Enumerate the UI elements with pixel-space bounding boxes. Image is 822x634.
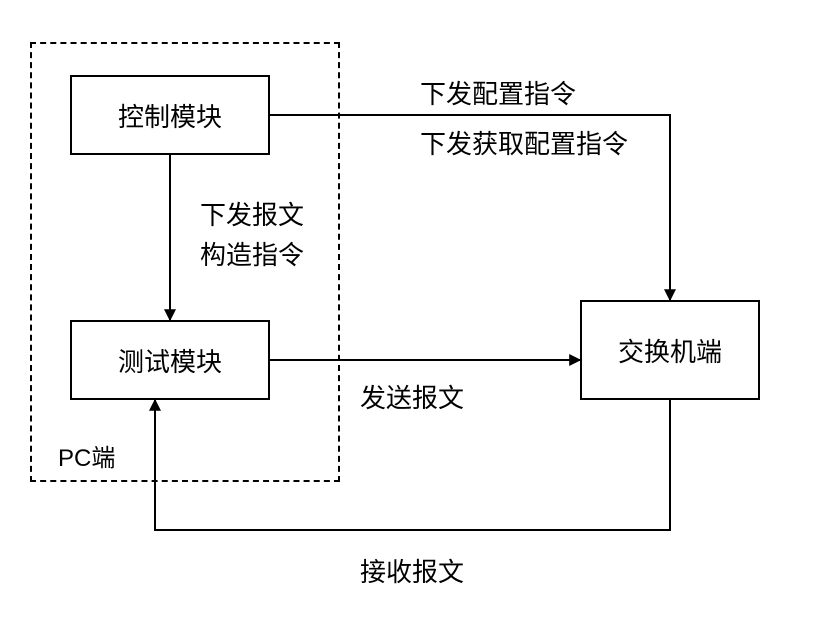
edge-label-e1-1: 下发获取配置指令	[420, 124, 628, 161]
region-label-pc: PC端	[58, 438, 115, 473]
edge-label-e2-1: 构造指令	[200, 235, 304, 272]
node-label-control: 控制模块	[118, 97, 222, 134]
edge-label-e4-0: 接收报文	[360, 552, 464, 589]
edge-label-e2-0: 下发报文	[200, 195, 304, 232]
node-label-switch: 交换机端	[618, 332, 722, 369]
node-control: 控制模块	[70, 75, 270, 155]
edge-label-e3-0: 发送报文	[360, 378, 464, 415]
node-label-test: 测试模块	[118, 342, 222, 379]
node-test: 测试模块	[70, 320, 270, 400]
diagram-canvas: PC端 控制模块测试模块 交换机端 下发配置指令下发获取配置指令下发报文构造指令发送报…	[0, 0, 822, 634]
edge-label-e1-0: 下发配置指令	[420, 74, 576, 111]
node-switch: 交换机端	[580, 300, 760, 400]
